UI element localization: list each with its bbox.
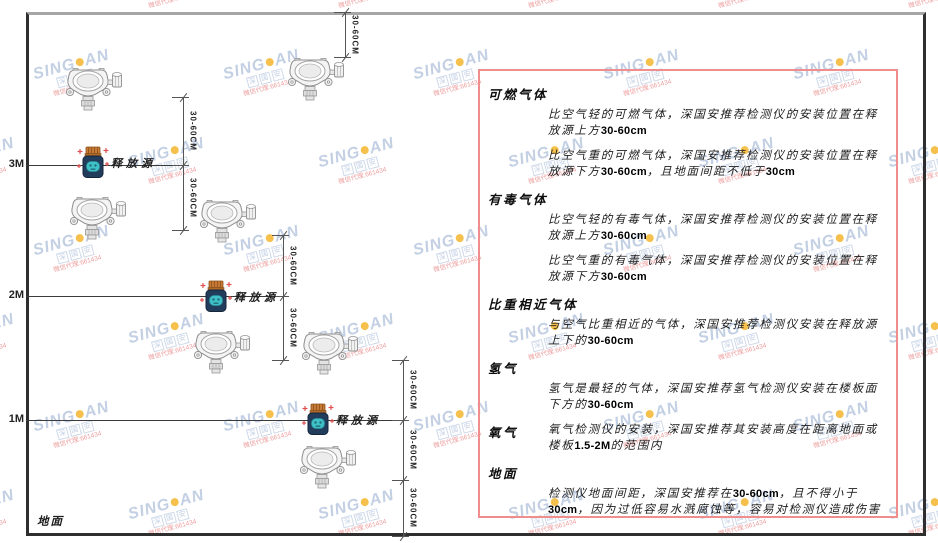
dimension-line: [345, 12, 346, 57]
dimension-label: 30-60CM: [188, 111, 198, 151]
gas-detector-icon: [200, 200, 256, 243]
height-leader-line: [26, 165, 183, 166]
dimension-tick: [272, 360, 289, 361]
dimension-tick: [392, 536, 409, 537]
gas-detector-icon: [302, 332, 358, 375]
section-heading: 比重相近气体: [488, 298, 579, 312]
section-paragraph: 检测仪地面间距，深国安推荐在30-60cm，且不得小于30cm，因为过低容易水溅…: [548, 488, 881, 516]
section-paragraph: 比空气轻的有毒气体，深国安推荐检测仪的安装位置在释放源上方30-60cm: [548, 214, 878, 242]
dimension-label: 30-60CM: [408, 370, 418, 410]
dimension-label: 30-60CM: [288, 308, 298, 348]
release-source-label: 释放源: [336, 415, 381, 427]
dimension-label: 30-60CM: [408, 488, 418, 528]
dimension-label: 30-60CM: [188, 177, 198, 218]
section-paragraph: 比空气轻的可燃气体，深国安推荐检测仪的安装位置在释放源上方30-60cm: [548, 109, 878, 137]
dimension-tick: [392, 360, 409, 361]
gas-detector-icon: [300, 446, 356, 489]
dimension-tick: [334, 12, 351, 13]
release-source-icon: [200, 280, 232, 312]
release-source-icon: [302, 403, 334, 435]
section-heading: 氢气: [488, 362, 519, 376]
release-source-label: 释放源: [111, 158, 156, 170]
height-leader-line: [26, 296, 283, 297]
dimension-tick: [272, 235, 289, 236]
dimension-tick: [172, 97, 189, 98]
gas-detector-icon: [66, 68, 122, 111]
guideline-section: 氧气 氧气检测仪的安装，深国安推荐其安装高度在距离地面或楼板1.5-2M的范围内: [486, 422, 886, 454]
section-paragraph: 氧气检测仪的安装，深国安推荐其安装高度在距离地面或楼板1.5-2M的范围内: [548, 424, 878, 452]
dimension-tick: [392, 480, 409, 481]
guideline-section: 氢气氢气是最轻的气体，深国安推荐氢气检测仪安装在楼板面下方的30-60cm: [486, 358, 886, 413]
section-heading: 可燃气体: [488, 88, 549, 102]
dimension-tick: [334, 57, 351, 58]
dimension-line: [403, 360, 404, 536]
section-heading: 有毒气体: [488, 193, 549, 207]
guideline-section: 有毒气体比空气轻的有毒气体，深国安推荐检测仪的安装位置在释放源上方30-60cm…: [486, 189, 886, 285]
dimension-tick: [392, 420, 409, 421]
dimension-tick: [272, 296, 289, 297]
section-paragraph: 与空气比重相近的气体，深国安推荐检测仪安装在释放源上下的30-60cm: [548, 319, 878, 347]
guideline-section: 可燃气体比空气轻的可燃气体，深国安推荐检测仪的安装位置在释放源上方30-60cm…: [486, 84, 886, 180]
section-heading: 氧气: [488, 426, 519, 440]
section-heading: 地面: [488, 467, 519, 481]
room-frame: [26, 12, 926, 536]
release-source-icon: [77, 146, 109, 178]
gas-detector-icon: [194, 331, 250, 374]
dimension-line: [283, 235, 284, 360]
dimension-label: 30-60CM: [408, 430, 418, 470]
guideline-section: 地面检测仪地面间距，深国安推荐在30-60cm，且不得小于30cm，因为过低容易…: [486, 463, 886, 516]
release-source-label: 释放源: [234, 292, 279, 304]
dimension-label: 30-60CM: [350, 14, 360, 55]
height-label: 2M: [8, 289, 24, 301]
height-label: 3M: [8, 158, 24, 170]
dimension-label: 30-60CM: [288, 245, 298, 286]
height-label: 1M: [8, 413, 24, 425]
ground-label: 地面: [37, 516, 64, 528]
section-paragraph: 比空气重的有毒气体，深国安推荐检测仪的安装位置在释放源下方30-60cm: [548, 255, 878, 283]
guideline-panel: 可燃气体比空气轻的可燃气体，深国安推荐检测仪的安装位置在释放源上方30-60cm…: [478, 69, 898, 518]
dimension-tick: [172, 165, 189, 166]
gas-detector-icon: [288, 58, 344, 101]
height-leader-line: [26, 420, 403, 421]
gas-detector-icon: [70, 197, 126, 240]
dimension-tick: [172, 230, 189, 231]
guideline-section: 比重相近气体与空气比重相近的气体，深国安推荐检测仪安装在释放源上下的30-60c…: [486, 294, 886, 349]
section-paragraph: 比空气重的可燃气体，深国安推荐检测仪的安装位置在释放源下方30-60cm，且地面…: [548, 150, 878, 178]
section-paragraph: 氢气是最轻的气体，深国安推荐氢气检测仪安装在楼板面下方的30-60cm: [548, 383, 878, 411]
